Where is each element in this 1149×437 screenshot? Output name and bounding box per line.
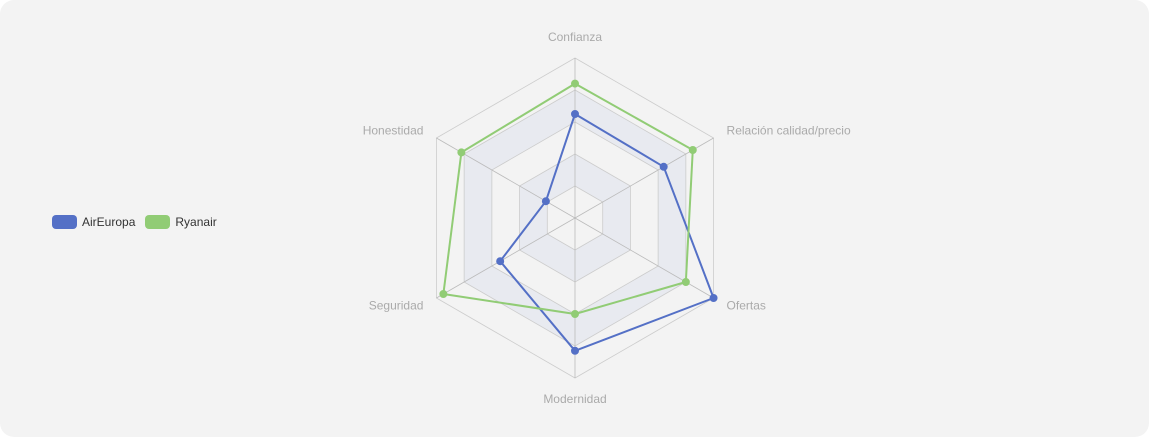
indicator-label-1: Relación calidad/precio [727,124,851,138]
indicator-label-4: Seguridad [369,299,424,313]
legend: AirEuropa Ryanair [52,215,217,229]
series-0-point-4 [496,257,505,266]
series-0-point-0 [571,110,579,118]
series-1-point-0 [571,79,579,88]
series-1-point-2 [681,278,690,286]
legend-label-ryanair: Ryanair [175,215,217,229]
legend-item-airEuropa[interactable]: AirEuropa [52,215,135,229]
series-0-point-5 [541,197,550,206]
legend-swatch-ryanair [145,215,171,229]
legend-swatch-airEuropa [52,215,77,229]
series-0-point-3 [571,346,579,355]
indicator-label-0: Confianza [548,30,602,44]
series-1-point-3 [571,310,579,318]
series-0-point-2 [709,294,718,302]
radar-axis-line-4 [436,217,576,299]
indicator-label-5: Honestidad [363,124,424,138]
indicator-label-2: Ofertas [727,299,766,313]
indicator-label-3: Modernidad [543,392,606,406]
radar-axis-line-2 [574,217,714,299]
legend-item-ryanair[interactable]: Ryanair [145,215,217,229]
series-1-point-4 [439,290,448,298]
series-1-point-1 [688,146,697,154]
series-0-point-1 [659,162,668,171]
series-1-point-5 [457,148,466,157]
legend-label-airEuropa: AirEuropa [82,215,136,229]
